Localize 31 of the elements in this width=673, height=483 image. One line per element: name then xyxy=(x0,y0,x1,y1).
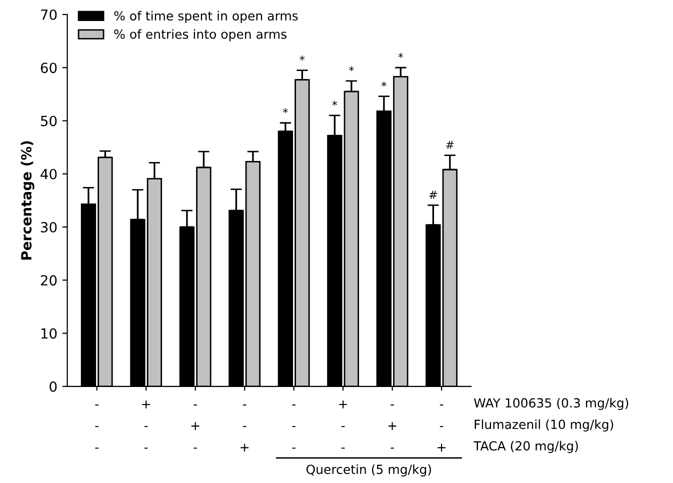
category-label: - + - xyxy=(191,404,200,449)
text: TACA (20 mg/kg) xyxy=(474,440,578,454)
category-label: + - - xyxy=(142,400,150,449)
data-label: * xyxy=(398,52,404,58)
data-label: * xyxy=(283,108,288,114)
category-label: - + - xyxy=(388,404,396,449)
data-label: * xyxy=(300,56,305,61)
y-tick-label: 0 xyxy=(50,381,57,392)
y-axis-title: Percentage (%) xyxy=(20,141,34,260)
y-tick-label: 30 xyxy=(40,222,57,232)
legend-label: % of time spent in open arms xyxy=(114,10,298,23)
data-label: * xyxy=(381,82,386,87)
legend-label: % of entries into open arms xyxy=(114,29,286,42)
y-tick-label: 60 xyxy=(40,62,57,74)
data-label: * xyxy=(348,66,354,72)
text: Flumazenil (10 mg/kg) xyxy=(474,419,614,432)
category-label: - - - xyxy=(292,404,296,449)
y-tick-label: 40 xyxy=(40,168,57,180)
data-label: # xyxy=(429,190,437,199)
y-tick-label: 20 xyxy=(40,275,57,286)
text: WAY 100635 (0.3 mg/kg) xyxy=(474,398,628,410)
data-label: * xyxy=(332,100,338,106)
category-label: - - + xyxy=(240,404,248,452)
y-tick-label: 10 xyxy=(41,328,57,339)
y-tick-label: 70 xyxy=(41,9,57,20)
category-label: + - - xyxy=(339,400,347,449)
category-label: - - - xyxy=(95,404,98,449)
text: Quercetin (5 mg/kg) xyxy=(306,464,432,476)
data-label: # xyxy=(446,140,454,149)
category-label: - - + xyxy=(438,404,446,452)
y-tick-label: 50 xyxy=(40,116,57,126)
